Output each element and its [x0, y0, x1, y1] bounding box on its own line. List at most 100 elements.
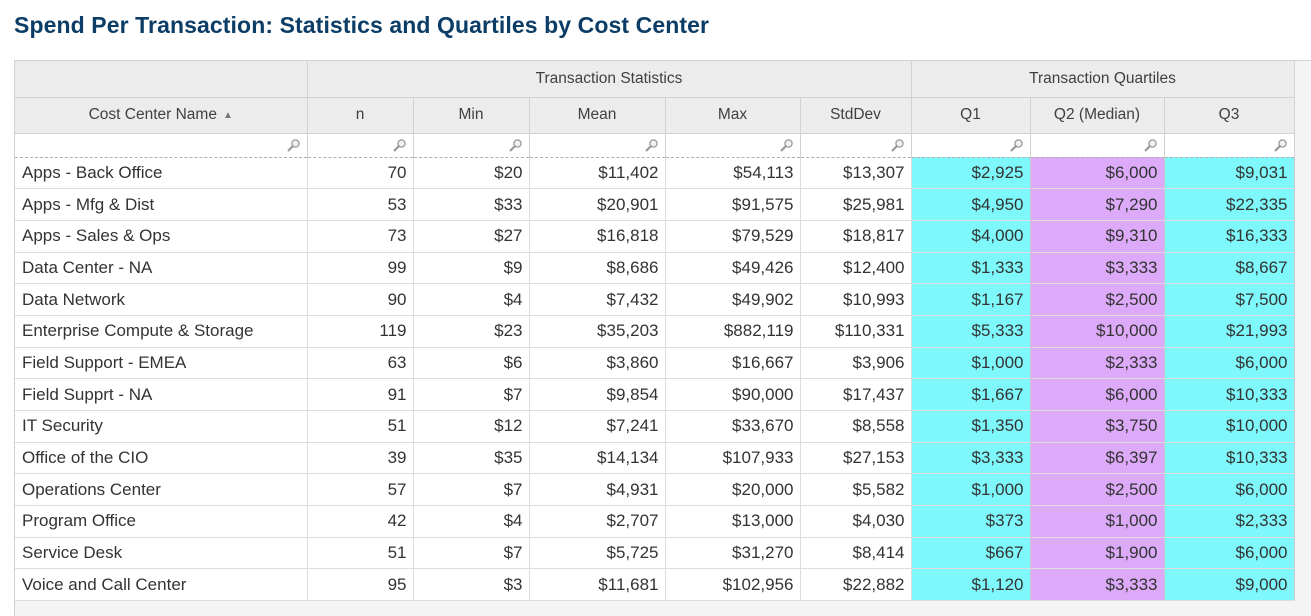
cell-q3: $2,333 [1164, 505, 1295, 538]
column-header-cost-center-name[interactable]: Cost Center Name ▲ [15, 97, 308, 134]
column-header-min[interactable]: Min [413, 97, 530, 134]
search-icon[interactable] [287, 138, 301, 152]
cell-stddev: $25,981 [800, 188, 912, 221]
cell-min: $33 [413, 188, 530, 221]
cell-cost-center-name: Enterprise Compute & Storage [15, 315, 308, 348]
table-body: Apps - Back Office 70 $20 $11,402 $54,113 $13… [15, 157, 1295, 602]
cell-max: $33,670 [665, 410, 801, 443]
filter-cell-q2-median[interactable] [1030, 133, 1165, 158]
cell-min: $27 [413, 220, 530, 253]
cell-cost-center-name: Office of the CIO [15, 442, 308, 475]
cell-n: 119 [307, 315, 414, 348]
search-icon[interactable] [1010, 138, 1024, 152]
cell-cost-center-name: Field Support - EMEA [15, 347, 308, 380]
cell-q3: $6,000 [1164, 537, 1295, 570]
filter-cell-min[interactable] [413, 133, 530, 158]
cell-max: $31,270 [665, 537, 801, 570]
cell-q1: $1,167 [911, 283, 1031, 316]
cell-n: 39 [307, 442, 414, 475]
cell-q1: $1,333 [911, 252, 1031, 285]
column-header-q1[interactable]: Q1 [911, 97, 1031, 134]
group-header-row: Transaction Statistics Transaction Quart… [15, 61, 1295, 98]
cell-n: 99 [307, 252, 414, 285]
cell-stddev: $17,437 [800, 378, 912, 411]
search-icon[interactable] [1274, 138, 1288, 152]
column-header-mean[interactable]: Mean [529, 97, 666, 134]
cell-q1: $2,925 [911, 157, 1031, 190]
table-row: Enterprise Compute & Storage 119 $23 $35,20… [15, 315, 1295, 348]
column-header-stddev[interactable]: StdDev [800, 97, 912, 134]
cell-q1: $373 [911, 505, 1031, 538]
table-row: Office of the CIO 39 $35 $14,134 $107,933 $27… [15, 442, 1295, 475]
cell-stddev: $110,331 [800, 315, 912, 348]
cell-stddev: $18,817 [800, 220, 912, 253]
filter-cell-max[interactable] [665, 133, 801, 158]
column-header-n[interactable]: n [307, 97, 414, 134]
cell-max: $54,113 [665, 157, 801, 190]
cell-mean: $7,432 [529, 283, 666, 316]
cell-cost-center-name: Field Supprt - NA [15, 378, 308, 411]
cell-q3: $10,333 [1164, 378, 1295, 411]
filter-cell-cost-center-name[interactable] [15, 133, 308, 158]
cell-stddev: $27,153 [800, 442, 912, 475]
search-icon[interactable] [891, 138, 905, 152]
filter-cell-stddev[interactable] [800, 133, 912, 158]
cell-cost-center-name: Apps - Mfg & Dist [15, 188, 308, 221]
cell-min: $6 [413, 347, 530, 380]
cell-n: 63 [307, 347, 414, 380]
search-icon[interactable] [509, 138, 523, 152]
cell-q1: $1,000 [911, 347, 1031, 380]
search-icon[interactable] [645, 138, 659, 152]
cell-q1: $3,333 [911, 442, 1031, 475]
cell-min: $7 [413, 378, 530, 411]
cell-cost-center-name: Apps - Sales & Ops [15, 220, 308, 253]
filter-cell-mean[interactable] [529, 133, 666, 158]
cell-mean: $3,860 [529, 347, 666, 380]
table-row: Program Office 42 $4 $2,707 $13,000 $4,030 $37… [15, 505, 1295, 538]
cell-q3: $10,000 [1164, 410, 1295, 443]
filter-cell-q1[interactable] [911, 133, 1031, 158]
cell-max: $16,667 [665, 347, 801, 380]
cell-q1: $1,000 [911, 473, 1031, 507]
table-row: Data Center - NA 99 $9 $8,686 $49,426 $12,400… [15, 252, 1295, 285]
cell-q2-median: $2,500 [1030, 473, 1165, 507]
search-icon[interactable] [780, 138, 794, 152]
cell-mean: $16,818 [529, 220, 666, 253]
cell-q1: $667 [911, 537, 1031, 570]
table-row: Field Supprt - NA 91 $7 $9,854 $90,000 $17,43… [15, 378, 1295, 411]
cell-stddev: $3,906 [800, 347, 912, 380]
cell-q2-median: $6,397 [1030, 442, 1165, 475]
search-icon[interactable] [1144, 138, 1158, 152]
cell-max: $49,902 [665, 283, 801, 316]
search-icon[interactable] [393, 138, 407, 152]
filter-row [15, 133, 1295, 158]
column-header-max[interactable]: Max [665, 97, 801, 134]
cell-mean: $11,681 [529, 568, 666, 602]
filter-cell-q3[interactable] [1164, 133, 1295, 158]
cell-stddev: $22,882 [800, 568, 912, 602]
cell-stddev: $13,307 [800, 157, 912, 190]
cell-mean: $11,402 [529, 157, 666, 190]
sort-ascending-icon[interactable]: ▲ [222, 110, 233, 121]
cell-stddev: $4,030 [800, 505, 912, 538]
cell-q3: $21,993 [1164, 315, 1295, 348]
cell-mean: $2,707 [529, 505, 666, 538]
cell-q2-median: $9,310 [1030, 220, 1165, 253]
cell-q3: $10,333 [1164, 442, 1295, 475]
cell-max: $91,575 [665, 188, 801, 221]
cell-min: $7 [413, 473, 530, 507]
cell-min: $7 [413, 537, 530, 570]
cell-max: $20,000 [665, 473, 801, 507]
cell-q1: $1,667 [911, 378, 1031, 411]
cell-min: $20 [413, 157, 530, 190]
filter-cell-n[interactable] [307, 133, 414, 158]
column-header-q3[interactable]: Q3 [1164, 97, 1295, 134]
group-header-quartiles: Transaction Quartiles [911, 61, 1295, 98]
group-header-empty [15, 61, 308, 98]
column-header-q2-median[interactable]: Q2 (Median) [1030, 97, 1165, 134]
cell-max: $882,119 [665, 315, 801, 348]
cell-q3: $9,000 [1164, 568, 1295, 602]
cell-q3: $16,333 [1164, 220, 1295, 253]
cell-q2-median: $6,000 [1030, 378, 1165, 411]
table-row: Apps - Back Office 70 $20 $11,402 $54,113 $13… [15, 157, 1295, 190]
